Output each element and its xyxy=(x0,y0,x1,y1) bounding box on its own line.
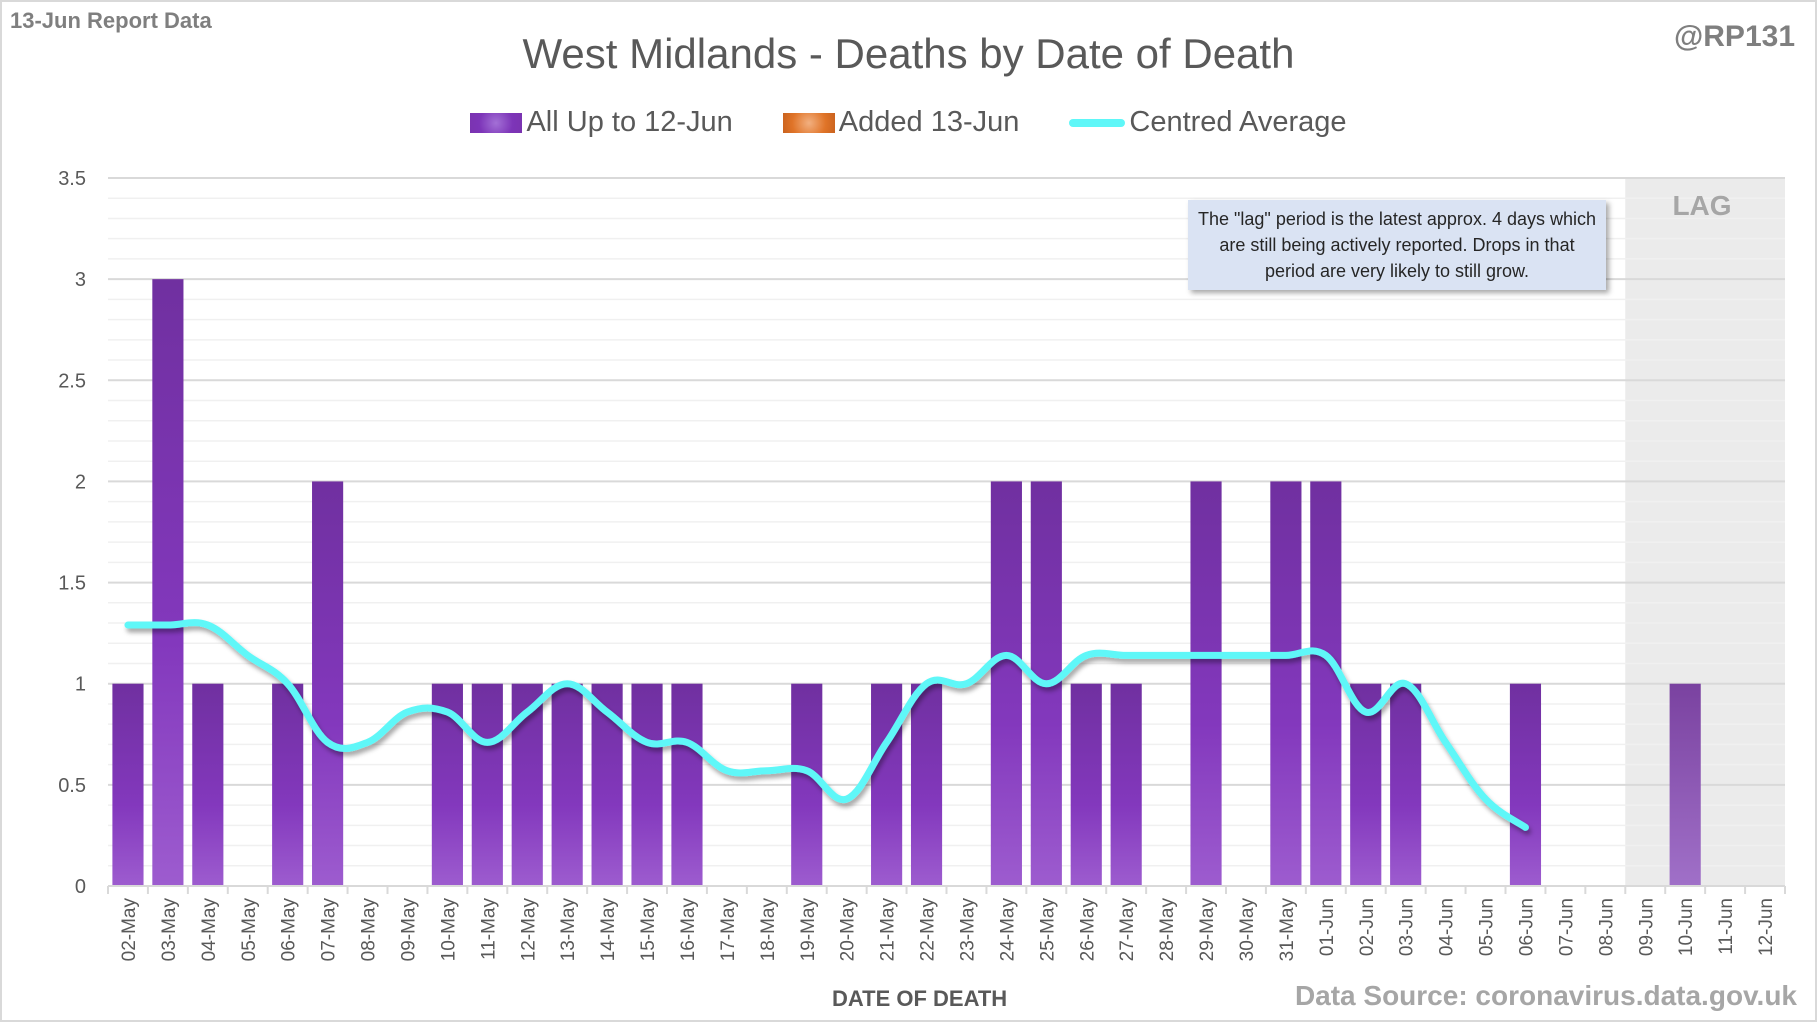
y-tick-label: 1.5 xyxy=(58,573,86,595)
legend-swatch-line xyxy=(1069,118,1126,127)
legend-label: All Up to 12-Jun xyxy=(526,106,733,138)
x-tick-label: 08-Jun xyxy=(1596,898,1617,956)
bar-all-up-to-12-jun xyxy=(910,683,943,886)
x-tick-label: 20-May xyxy=(838,898,859,962)
x-tick-label: 05-May xyxy=(239,898,260,962)
legend-swatch-orange xyxy=(782,112,835,133)
x-tick-label: 31-May xyxy=(1277,898,1298,962)
bar-all-up-to-12-jun xyxy=(671,683,703,886)
x-tick-label: 04-Jun xyxy=(1437,898,1458,956)
bar-all-up-to-12-jun xyxy=(312,481,344,886)
bar-all-up-to-12-jun xyxy=(1310,481,1342,886)
y-tick-label: 2 xyxy=(75,471,86,493)
x-tick-label: 28-May xyxy=(1157,898,1178,962)
x-tick-label: 13-May xyxy=(558,898,579,962)
data-source: Data Source: coronavirus.data.gov.uk xyxy=(1294,980,1797,1011)
x-tick-label: 10-Jun xyxy=(1676,898,1697,956)
lag-label: LAG xyxy=(1672,190,1732,221)
x-tick-label: 18-May xyxy=(758,898,779,962)
centred-average-line xyxy=(124,619,1529,831)
legend-item-average: Centred Average xyxy=(1069,106,1347,139)
bar-all-up-to-12-jun xyxy=(1509,683,1542,886)
x-tick-label: 02-May xyxy=(119,898,140,962)
bar-all-up-to-12-jun xyxy=(871,683,903,886)
bar-all-up-to-12-jun xyxy=(1350,683,1382,886)
bar-all-up-to-12-jun xyxy=(192,683,224,886)
x-tick-label: 05-Jun xyxy=(1477,898,1498,956)
legend-item-all: All Up to 12-Jun xyxy=(470,106,733,139)
bar-all-up-to-12-jun xyxy=(471,683,503,886)
x-axis-title: DATE OF DEATH xyxy=(832,986,1008,1011)
x-tick-label: 14-May xyxy=(598,898,619,962)
bar-all-up-to-12-jun xyxy=(990,481,1022,886)
legend-swatch-purple xyxy=(470,112,523,133)
bar-all-up-to-12-jun xyxy=(1070,683,1102,886)
x-tick-label: 22-May xyxy=(918,898,939,962)
legend-label: Added 13-Jun xyxy=(838,106,1020,138)
x-tick-label: 24-May xyxy=(997,898,1018,962)
bar-all-up-to-12-jun xyxy=(1190,481,1222,886)
author-handle: @RP131 xyxy=(1674,20,1795,53)
bar-all-up-to-12-jun xyxy=(272,683,304,886)
y-tick-label: 3 xyxy=(75,269,86,291)
x-tick-label: 02-Jun xyxy=(1357,898,1378,956)
bar-all-up-to-12-jun xyxy=(152,279,184,887)
x-tick-label: 23-May xyxy=(957,898,978,962)
bar-all-up-to-12-jun xyxy=(551,683,583,886)
chart-title: West Midlands - Deaths by Date of Death xyxy=(522,30,1295,77)
x-tick-label: 12-May xyxy=(518,898,539,962)
x-tick-label: 17-May xyxy=(718,898,739,962)
bar-all-up-to-12-jun xyxy=(1390,683,1422,886)
bar-all-up-to-12-jun xyxy=(791,683,823,886)
bar-all-up-to-12-jun xyxy=(1110,683,1142,886)
y-tick-label: 3.5 xyxy=(58,168,86,190)
x-tick-label: 26-May xyxy=(1077,898,1098,962)
y-tick-label: 0 xyxy=(75,876,86,898)
bar-all-up-to-12-jun xyxy=(112,683,144,886)
x-tick-label: 03-Jun xyxy=(1397,898,1418,956)
y-tick-label: 1 xyxy=(75,674,86,696)
y-tick-label: 0.5 xyxy=(58,775,86,797)
y-tick-label: 2.5 xyxy=(58,370,86,392)
x-tick-label: 30-May xyxy=(1237,898,1258,962)
x-tick-label: 12-Jun xyxy=(1756,898,1777,956)
bar-all-up-to-12-jun xyxy=(631,683,663,886)
x-tick-label: 09-Jun xyxy=(1636,898,1657,956)
lag-region xyxy=(1625,178,1785,886)
x-tick-label: 16-May xyxy=(678,898,699,962)
x-tick-label: 21-May xyxy=(878,898,899,962)
x-tick-label: 07-May xyxy=(319,898,340,962)
x-tick-label: 07-Jun xyxy=(1556,898,1577,956)
x-tick-label: 27-May xyxy=(1117,898,1138,962)
x-tick-label: 08-May xyxy=(359,898,380,962)
x-tick-label: 06-Jun xyxy=(1516,898,1537,956)
bar-all-up-to-12-jun xyxy=(1270,481,1302,886)
x-tick-label: 11-Jun xyxy=(1716,898,1737,955)
report-date-label: 13-Jun Report Data xyxy=(10,8,212,33)
x-tick-label: 04-May xyxy=(199,898,220,962)
x-tick-label: 10-May xyxy=(438,898,459,962)
legend: All Up to 12-Jun Added 13-Jun Centred Av… xyxy=(0,106,1817,139)
lag-note: The "lag" period is the latest approx. 4… xyxy=(1188,200,1606,290)
x-tick-label: 19-May xyxy=(798,898,819,962)
x-tick-label: 01-Jun xyxy=(1317,898,1338,956)
x-tick-label: 15-May xyxy=(638,898,659,962)
x-tick-label: 03-May xyxy=(159,898,180,962)
bar-all-up-to-12-jun xyxy=(1669,683,1701,886)
x-tick-label: 25-May xyxy=(1037,898,1058,962)
legend-label: Centred Average xyxy=(1129,106,1347,138)
x-tick-label: 09-May xyxy=(398,898,419,962)
legend-item-added: Added 13-Jun xyxy=(782,106,1020,139)
x-tick-label: 11-May xyxy=(478,898,499,960)
x-tick-label: 06-May xyxy=(279,898,300,962)
x-tick-label: 29-May xyxy=(1197,898,1218,962)
